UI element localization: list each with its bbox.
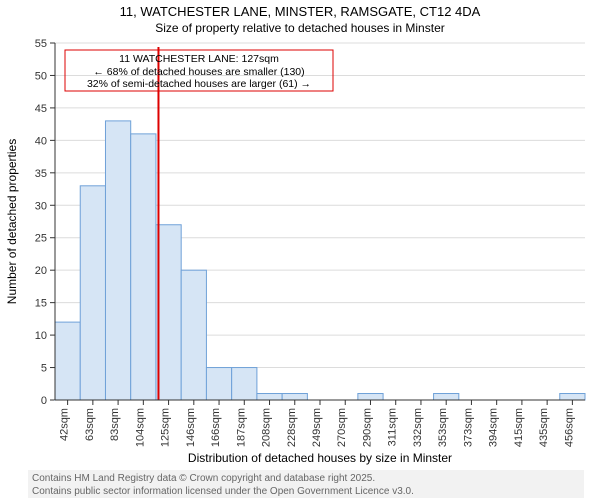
xtick-label: 146sqm [185,408,197,447]
ytick-label: 10 [35,330,47,342]
xtick-label: 83sqm [109,408,121,441]
annotation-line2: ← 68% of detached houses are smaller (13… [93,66,304,78]
chart-title: 11, WATCHESTER LANE, MINSTER, RAMSGATE, … [120,4,481,19]
chart-subtitle: Size of property relative to detached ho… [155,21,445,35]
ytick-label: 35 [35,168,47,180]
xtick-label: 394sqm [488,408,500,447]
ytick-label: 50 [35,70,47,82]
histogram-bar [560,394,585,400]
xtick-label: 125sqm [160,408,172,447]
histogram-bar [156,225,181,400]
ytick-label: 25 [35,233,47,245]
xtick-label: 228sqm [286,408,298,447]
ytick-label: 0 [41,395,47,407]
ytick-label: 30 [35,200,47,212]
ytick-label: 40 [35,135,47,147]
xtick-label: 456sqm [563,408,575,447]
ytick-label: 45 [35,103,47,115]
xtick-label: 270sqm [336,408,348,447]
xtick-label: 166sqm [210,408,222,447]
ytick-label: 15 [35,298,47,310]
annotation-line1: 11 WATCHESTER LANE: 127sqm [119,53,279,65]
histogram-bar [131,134,156,400]
ytick-label: 5 [41,363,47,375]
histogram-bar [105,121,130,400]
histogram-bar [434,394,459,400]
histogram-bar [181,270,206,400]
xtick-label: 332sqm [412,408,424,447]
histogram-chart: 0 5 10 15 20 25 30 35 40 45 50 55 42sqm 63sqm 83sqm 104… [0,0,600,500]
xtick-label: 373sqm [462,408,474,447]
ytick-label: 20 [35,265,47,277]
ytick-label: 55 [35,38,47,50]
xtick-label: 353sqm [437,408,449,447]
xtick-label: 104sqm [134,408,146,447]
footer-line1: Contains HM Land Registry data © Crown c… [32,473,375,484]
x-axis-label: Distribution of detached houses by size … [188,451,452,465]
annotation-line3: 32% of semi-detached houses are larger (… [87,78,311,90]
footer-line2: Contains public sector information licen… [32,486,414,497]
xtick-label: 435sqm [538,408,550,447]
xtick-label: 63sqm [84,408,96,441]
y-axis-label: Number of detached properties [5,139,19,304]
xtick-label: 415sqm [513,408,525,447]
xtick-label: 187sqm [235,408,247,447]
histogram-bar [282,394,307,400]
xtick-label: 249sqm [311,408,323,447]
histogram-bar [358,394,383,400]
histogram-bar [55,322,80,400]
xtick-label: 311sqm [387,408,399,446]
histogram-bar [80,186,105,400]
histogram-bar [206,368,231,400]
xtick-label: 208sqm [261,408,273,447]
histogram-bar [257,394,282,400]
xtick-label: 42sqm [59,408,71,441]
histogram-bar [232,368,257,400]
xtick-label: 290sqm [361,408,373,447]
chart-container: 0 5 10 15 20 25 30 35 40 45 50 55 42sqm 63sqm 83sqm 104… [0,0,600,500]
